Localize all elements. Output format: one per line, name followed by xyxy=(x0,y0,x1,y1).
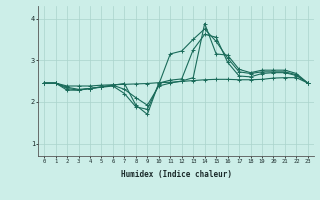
X-axis label: Humidex (Indice chaleur): Humidex (Indice chaleur) xyxy=(121,170,231,179)
